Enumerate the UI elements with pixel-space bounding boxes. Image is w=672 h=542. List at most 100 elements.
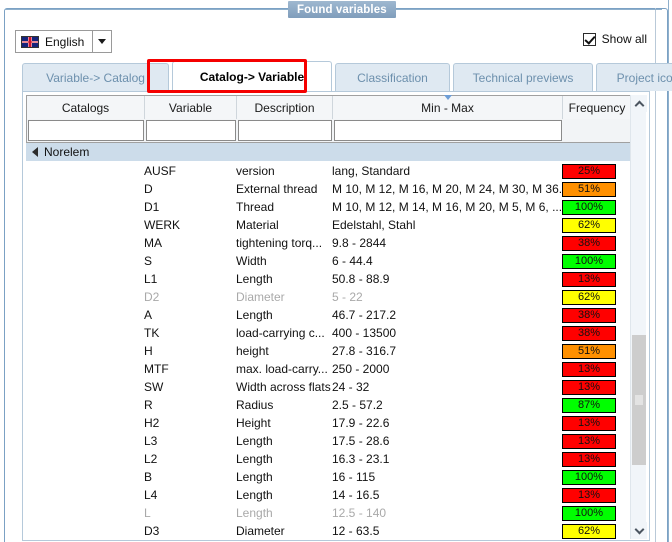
frequency-badge: 38% bbox=[562, 235, 616, 251]
cell-frequency: 13% bbox=[562, 271, 624, 287]
cell-description: Length bbox=[236, 452, 273, 466]
table-row[interactable]: SW Width across flats 24 - 32 13% bbox=[26, 378, 632, 396]
column-header-min-max[interactable]: Min - Max bbox=[333, 95, 563, 119]
scroll-up-button[interactable] bbox=[631, 95, 647, 112]
tab-catalog-variable[interactable]: Catalog-> Variable bbox=[172, 61, 332, 91]
cell-min-max: M 10, M 12, M 16, M 20, M 24, M 30, M 36… bbox=[332, 182, 562, 196]
column-header-description[interactable]: Description bbox=[237, 96, 333, 119]
table-row[interactable]: WERK Material Edelstahl, Stahl 62% bbox=[26, 216, 632, 234]
uk-flag-icon bbox=[21, 35, 39, 48]
cell-variable: S bbox=[144, 254, 153, 268]
cell-description: Thread bbox=[236, 200, 275, 214]
tab-label: Variable-> Catalog bbox=[46, 70, 145, 85]
tab-label: Project icon bbox=[616, 70, 672, 85]
cell-description: Length bbox=[236, 488, 273, 502]
frequency-badge: 25% bbox=[562, 163, 616, 179]
table-row[interactable]: L3 Length 17.5 - 28.6 13% bbox=[26, 432, 632, 450]
table-row[interactable]: L1 Length 50.8 - 88.9 13% bbox=[26, 270, 632, 288]
frequency-badge: 13% bbox=[562, 451, 616, 467]
cell-min-max: lang, Standard bbox=[332, 164, 411, 178]
tab-variable-catalog[interactable]: Variable-> Catalog bbox=[22, 63, 169, 91]
scroll-down-button[interactable] bbox=[631, 522, 647, 539]
cell-frequency: 87% bbox=[562, 397, 624, 413]
tab-project-icon[interactable]: Project icon bbox=[596, 63, 672, 91]
column-header-catalogs[interactable]: Catalogs bbox=[27, 96, 145, 119]
table-row[interactable]: D2 Diameter 5 - 22 62% bbox=[26, 288, 632, 306]
table-row[interactable]: D1 Thread M 10, M 12, M 14, M 16, M 20, M … bbox=[26, 198, 632, 216]
cell-variable: L1 bbox=[144, 272, 158, 286]
cell-description: Radius bbox=[236, 398, 274, 412]
cell-variable: L2 bbox=[144, 452, 158, 466]
table-row[interactable]: L2 Length 16.3 - 23.1 13% bbox=[26, 450, 632, 468]
cell-min-max: 24 - 32 bbox=[332, 380, 370, 394]
variables-table-panel: Catalogs Variable Description Min - Max Freq… bbox=[22, 91, 650, 541]
tab-technical-previews[interactable]: Technical previews bbox=[453, 63, 593, 91]
table-row[interactable]: D External thread M 10, M 12, M 16, M 20, … bbox=[26, 180, 632, 198]
cell-description: Diameter bbox=[236, 290, 285, 304]
table-row[interactable]: L Length 12.5 - 140 100% bbox=[26, 504, 632, 522]
column-header-frequency[interactable]: Frequency bbox=[563, 96, 631, 119]
show-all-checkbox[interactable] bbox=[582, 32, 596, 46]
cell-variable: TK bbox=[144, 326, 160, 340]
table-row[interactable]: B Length 16 - 115 100% bbox=[26, 468, 632, 486]
table-row[interactable]: AUSF version lang, Standard 25% bbox=[26, 162, 632, 180]
group-row-norelem[interactable]: Norelem bbox=[26, 143, 632, 162]
cell-min-max: 2.5 - 57.2 bbox=[332, 398, 383, 412]
frequency-badge: 87% bbox=[562, 397, 616, 413]
tab-strip: Variable-> Catalog Catalog-> Variable Clas… bbox=[22, 61, 672, 91]
triangle-collapse-icon[interactable] bbox=[32, 147, 38, 157]
filter-input-description[interactable] bbox=[238, 120, 332, 141]
cell-description: max. load-carry... bbox=[236, 362, 328, 376]
cell-variable: R bbox=[144, 398, 153, 412]
tab-classification[interactable]: Classification bbox=[335, 63, 450, 91]
filter-input-variable[interactable] bbox=[146, 120, 236, 141]
table-row[interactable]: S Width 6 - 44.4 100% bbox=[26, 252, 632, 270]
frequency-badge: 62% bbox=[562, 217, 616, 233]
table-row[interactable]: R Radius 2.5 - 57.2 87% bbox=[26, 396, 632, 414]
cell-variable: D3 bbox=[144, 524, 160, 538]
cell-min-max: 17.9 - 22.6 bbox=[332, 416, 390, 430]
column-header-label: Description bbox=[254, 100, 315, 115]
cell-min-max: 12 - 63.5 bbox=[332, 524, 380, 538]
frame-rail-outer bbox=[668, 0, 669, 542]
cell-variable: B bbox=[144, 470, 153, 484]
column-header-label: Variable bbox=[168, 100, 213, 115]
cell-frequency: 38% bbox=[562, 307, 624, 323]
table-row[interactable]: MTF max. load-carry... 250 - 2000 13% bbox=[26, 360, 632, 378]
filter-input-min-max[interactable] bbox=[334, 120, 562, 141]
tab-label: Classification bbox=[357, 70, 428, 85]
language-selector-display[interactable]: English bbox=[16, 31, 92, 52]
sort-ascending-icon bbox=[443, 95, 452, 100]
scrollbar-thumb[interactable] bbox=[632, 335, 646, 465]
cell-variable: H bbox=[144, 344, 153, 358]
cell-variable: D1 bbox=[144, 200, 160, 214]
tab-label: Technical previews bbox=[472, 70, 574, 85]
table-row[interactable]: TK load-carrying c... 400 - 13500 38% bbox=[26, 324, 632, 342]
cell-frequency: 25% bbox=[562, 163, 624, 179]
cell-description: Length bbox=[236, 470, 273, 484]
table-row[interactable]: MA tightening torq... 9.8 - 2844 38% bbox=[26, 234, 632, 252]
table-row[interactable]: A Length 46.7 - 217.2 38% bbox=[26, 306, 632, 324]
cell-variable: L bbox=[144, 506, 151, 520]
vertical-scrollbar[interactable] bbox=[630, 95, 647, 539]
frame-rail-inner bbox=[655, 8, 656, 542]
column-header-variable[interactable]: Variable bbox=[145, 96, 237, 119]
table-row[interactable]: L4 Length 14 - 16.5 13% bbox=[26, 486, 632, 504]
cell-frequency: 100% bbox=[562, 253, 624, 269]
frequency-badge: 100% bbox=[562, 199, 616, 215]
filter-cell bbox=[237, 119, 333, 142]
cell-frequency: 51% bbox=[562, 181, 624, 197]
language-selector[interactable]: English bbox=[15, 30, 113, 53]
cell-frequency: 13% bbox=[562, 379, 624, 395]
frequency-badge: 13% bbox=[562, 379, 616, 395]
filter-input-catalogs[interactable] bbox=[28, 120, 144, 141]
cell-frequency: 100% bbox=[562, 469, 624, 485]
table-row[interactable]: H2 Height 17.9 - 22.6 13% bbox=[26, 414, 632, 432]
cell-variable: WERK bbox=[144, 218, 180, 232]
table-row[interactable]: D3 Diameter 12 - 63.5 62% bbox=[26, 522, 632, 539]
language-dropdown-button[interactable] bbox=[92, 31, 112, 52]
show-all-checkbox-group[interactable]: Show all bbox=[582, 32, 647, 46]
variables-grid: Catalogs Variable Description Min - Max Freq… bbox=[26, 95, 632, 539]
group-divider-right bbox=[390, 9, 662, 10]
